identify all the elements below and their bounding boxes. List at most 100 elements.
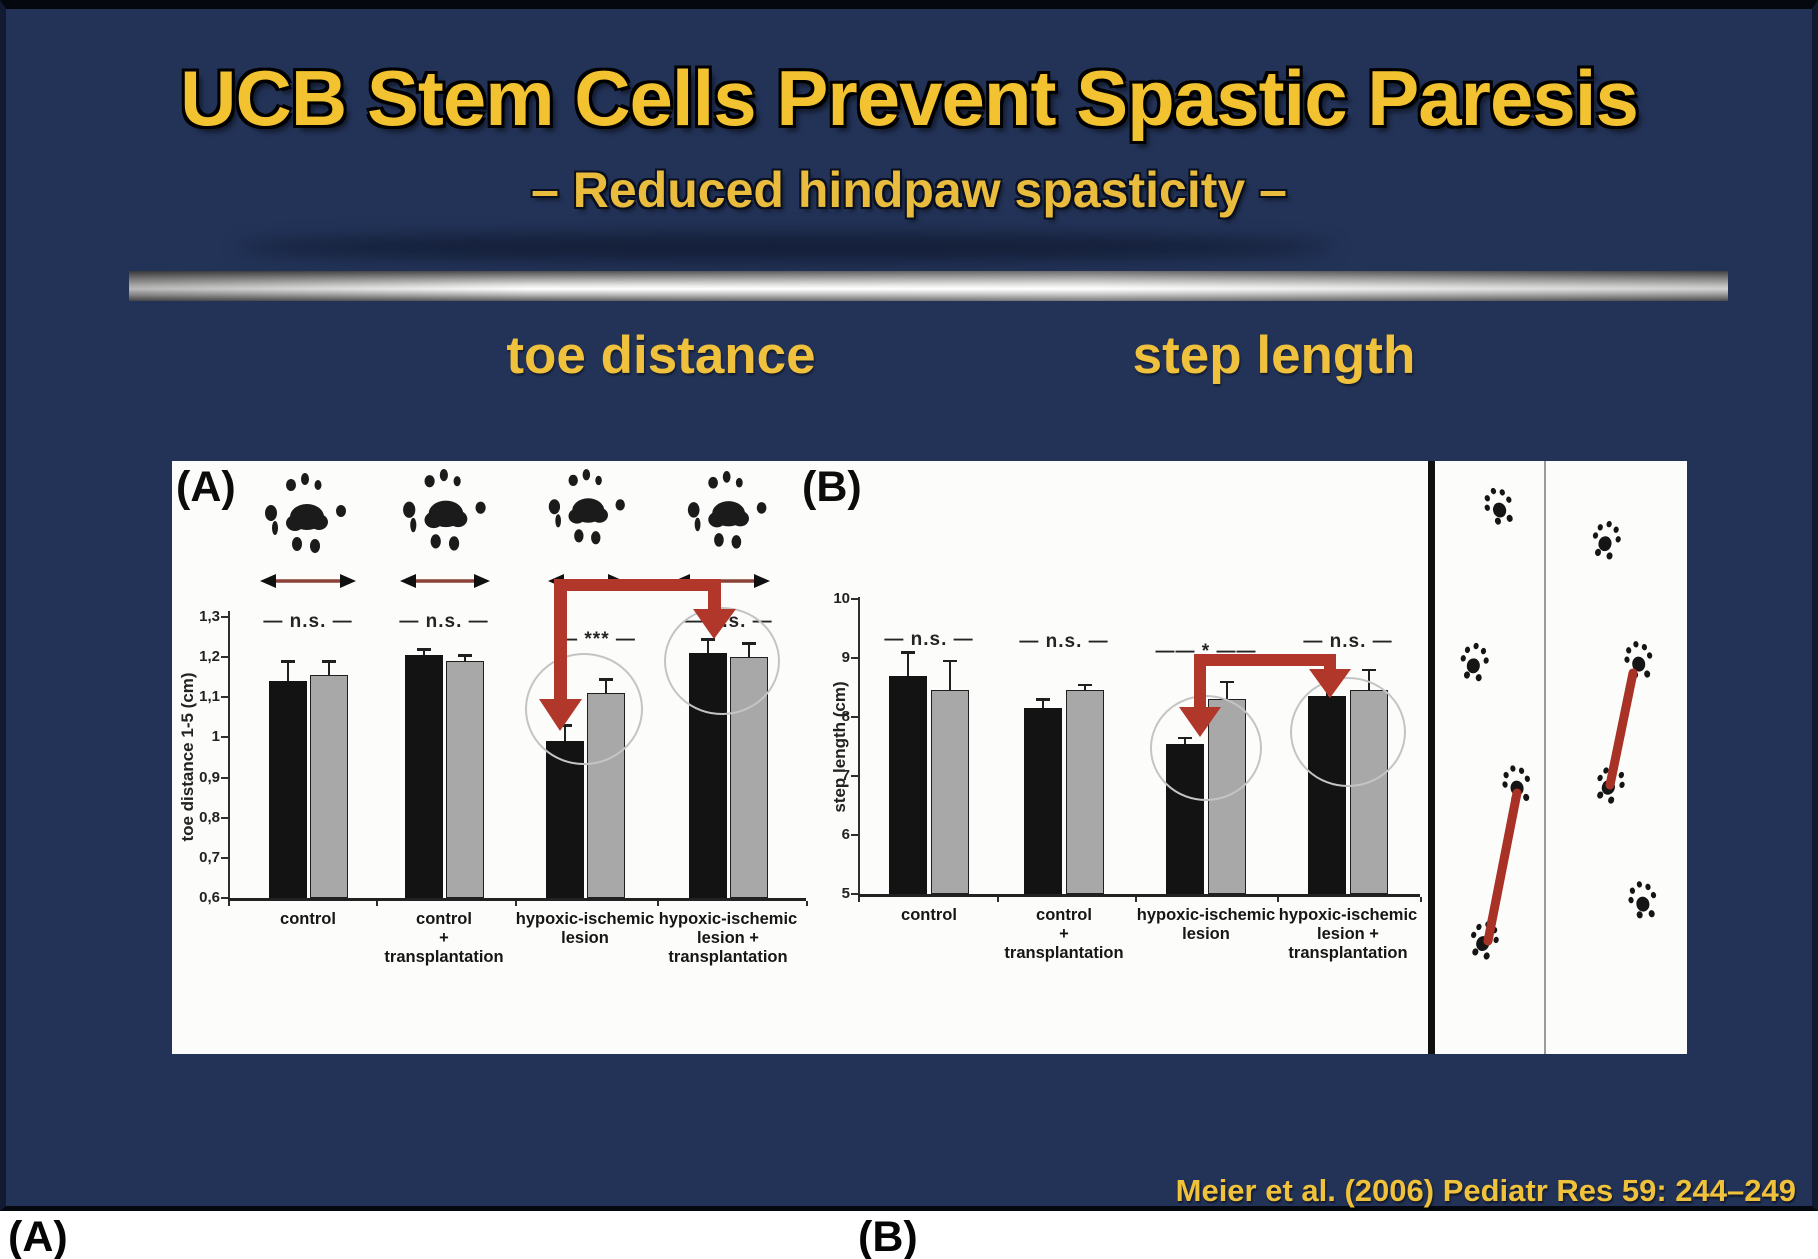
error-bar-cap bbox=[943, 659, 957, 663]
y-tick-label: 9 bbox=[841, 649, 850, 666]
error-bar-line bbox=[949, 660, 951, 691]
y-tick-label: 5 bbox=[841, 885, 850, 902]
black-bar bbox=[545, 741, 584, 898]
y-tick-label: 7 bbox=[841, 767, 850, 784]
section-label-toe-distance: toe distance bbox=[506, 326, 816, 385]
error-bar-cap bbox=[280, 660, 295, 663]
caption-label-b: (B) bbox=[858, 1213, 918, 1259]
x-tick-mark bbox=[1420, 897, 1422, 902]
y-axis-line bbox=[228, 611, 230, 898]
y-tick-mark bbox=[851, 893, 858, 895]
significance-label: — n.s. — bbox=[1019, 631, 1109, 652]
x-axis-line bbox=[228, 898, 806, 901]
error-bar-line bbox=[1226, 681, 1228, 700]
y-tick-mark bbox=[221, 696, 228, 699]
category-label: hypoxic-ischemic lesion bbox=[515, 910, 655, 947]
y-tick-label: 10 bbox=[833, 590, 850, 607]
gray-bar bbox=[1208, 699, 1246, 894]
black-bar bbox=[889, 675, 927, 894]
x-tick-mark bbox=[514, 901, 517, 906]
error-bar-cap bbox=[457, 654, 472, 657]
error-bar-cap bbox=[1178, 736, 1192, 740]
black-bar bbox=[404, 655, 443, 898]
black-bar bbox=[1166, 743, 1204, 894]
y-tick-label: 1,2 bbox=[199, 648, 220, 666]
figure-panel: (A) (B) toe distance 1-5 (cm) 1,3 1,2 1,1 1 0… bbox=[172, 461, 1687, 1054]
y-tick-mark bbox=[221, 856, 228, 859]
category-label: control + transplantation bbox=[384, 910, 504, 966]
slide-title: UCB Stem Cells Prevent Spastic Paresis bbox=[180, 54, 1639, 142]
significance-label: — n.s. — bbox=[263, 611, 353, 632]
error-bar-line bbox=[1042, 699, 1044, 709]
black-bar bbox=[1024, 708, 1062, 894]
error-bar-line bbox=[1368, 669, 1370, 691]
black-bar bbox=[268, 681, 307, 898]
x-tick-mark bbox=[858, 897, 860, 902]
panel-label-b: (B) bbox=[802, 463, 862, 511]
y-axis-title: step length (cm) bbox=[830, 681, 849, 813]
y-tick-mark bbox=[221, 616, 228, 619]
error-bar-cap bbox=[321, 660, 336, 663]
x-axis-line bbox=[858, 894, 1420, 897]
y-tick-label: 0,8 bbox=[199, 808, 220, 826]
citation: Meier et al. (2006) Pediatr Res 59: 244–… bbox=[1175, 1173, 1796, 1208]
y-tick-mark bbox=[221, 897, 228, 899]
caption-strip: (A) (B) bbox=[0, 1211, 1818, 1259]
x-tick-mark bbox=[1135, 897, 1137, 902]
chart-toe-distance: toe distance 1-5 (cm) 1,3 1,2 1,1 1 0,9 0,8 0,7… bbox=[172, 461, 1687, 1054]
y-tick-mark bbox=[851, 598, 858, 600]
error-bar-line bbox=[463, 655, 466, 662]
category-label: hypoxic-ischemic lesion + transplantation bbox=[658, 910, 798, 966]
y-tick-label: 1 bbox=[211, 728, 220, 746]
error-bar-line bbox=[286, 661, 289, 682]
slide: UCB Stem Cells Prevent Spastic Paresis –… bbox=[0, 0, 1818, 1211]
panel-label-a: (A) bbox=[176, 463, 236, 511]
y-tick-label: 6 bbox=[841, 826, 850, 843]
error-bar-cap bbox=[1220, 680, 1234, 684]
category-label: control bbox=[280, 910, 336, 928]
y-tick-label: 0,9 bbox=[199, 768, 220, 786]
significance-label: — n.s. — bbox=[399, 611, 489, 632]
y-tick-mark bbox=[221, 816, 228, 819]
error-bar-line bbox=[1084, 684, 1086, 691]
significance-label: — n.s. — bbox=[1303, 631, 1393, 652]
error-bar-line bbox=[327, 661, 330, 676]
x-tick-mark bbox=[996, 897, 999, 902]
gray-bar bbox=[1350, 690, 1388, 894]
x-tick-mark bbox=[228, 901, 230, 906]
chart-step-length: step length (cm) 10 9 8 7 6 5 control — n.s. — co… bbox=[172, 461, 1687, 1054]
y-tick-label: 0,7 bbox=[199, 848, 220, 866]
y-tick-mark bbox=[851, 775, 858, 777]
x-tick-mark bbox=[806, 901, 808, 906]
y-tick-label: 0,6 bbox=[199, 889, 220, 906]
category-label: control bbox=[901, 906, 957, 924]
category-label: hypoxic-ischemic lesion bbox=[1136, 906, 1276, 943]
category-label: control + transplantation bbox=[1004, 906, 1124, 962]
y-axis-line bbox=[858, 597, 860, 894]
significance-label: — *** — bbox=[558, 629, 636, 650]
x-tick-mark bbox=[376, 901, 378, 906]
gray-bar bbox=[931, 690, 969, 894]
y-tick-mark bbox=[221, 656, 228, 659]
section-label-step-length: step length bbox=[1132, 326, 1416, 385]
y-tick-label: 8 bbox=[841, 708, 850, 725]
error-bar-line bbox=[1326, 672, 1328, 697]
error-bar-cap bbox=[1320, 671, 1334, 675]
significance-label: —— * —— bbox=[1155, 641, 1257, 662]
black-bar bbox=[1308, 696, 1346, 894]
divider-bar bbox=[129, 271, 1728, 301]
x-tick-mark bbox=[656, 901, 659, 906]
y-tick-mark bbox=[221, 736, 228, 739]
y-tick-label: 1,1 bbox=[199, 688, 220, 706]
error-bar-cap bbox=[901, 651, 915, 654]
y-tick-mark bbox=[851, 657, 858, 659]
error-bar-cap bbox=[1078, 683, 1092, 687]
significance-label: — n.s. — bbox=[884, 629, 974, 650]
y-tick-mark bbox=[851, 834, 858, 836]
y-tick-mark bbox=[221, 776, 228, 779]
slide-subtitle: – Reduced hindpaw spasticity – bbox=[531, 162, 1287, 218]
gray-bar bbox=[309, 675, 348, 898]
divider-shadow bbox=[236, 233, 1336, 261]
gray-bar bbox=[1066, 690, 1104, 894]
